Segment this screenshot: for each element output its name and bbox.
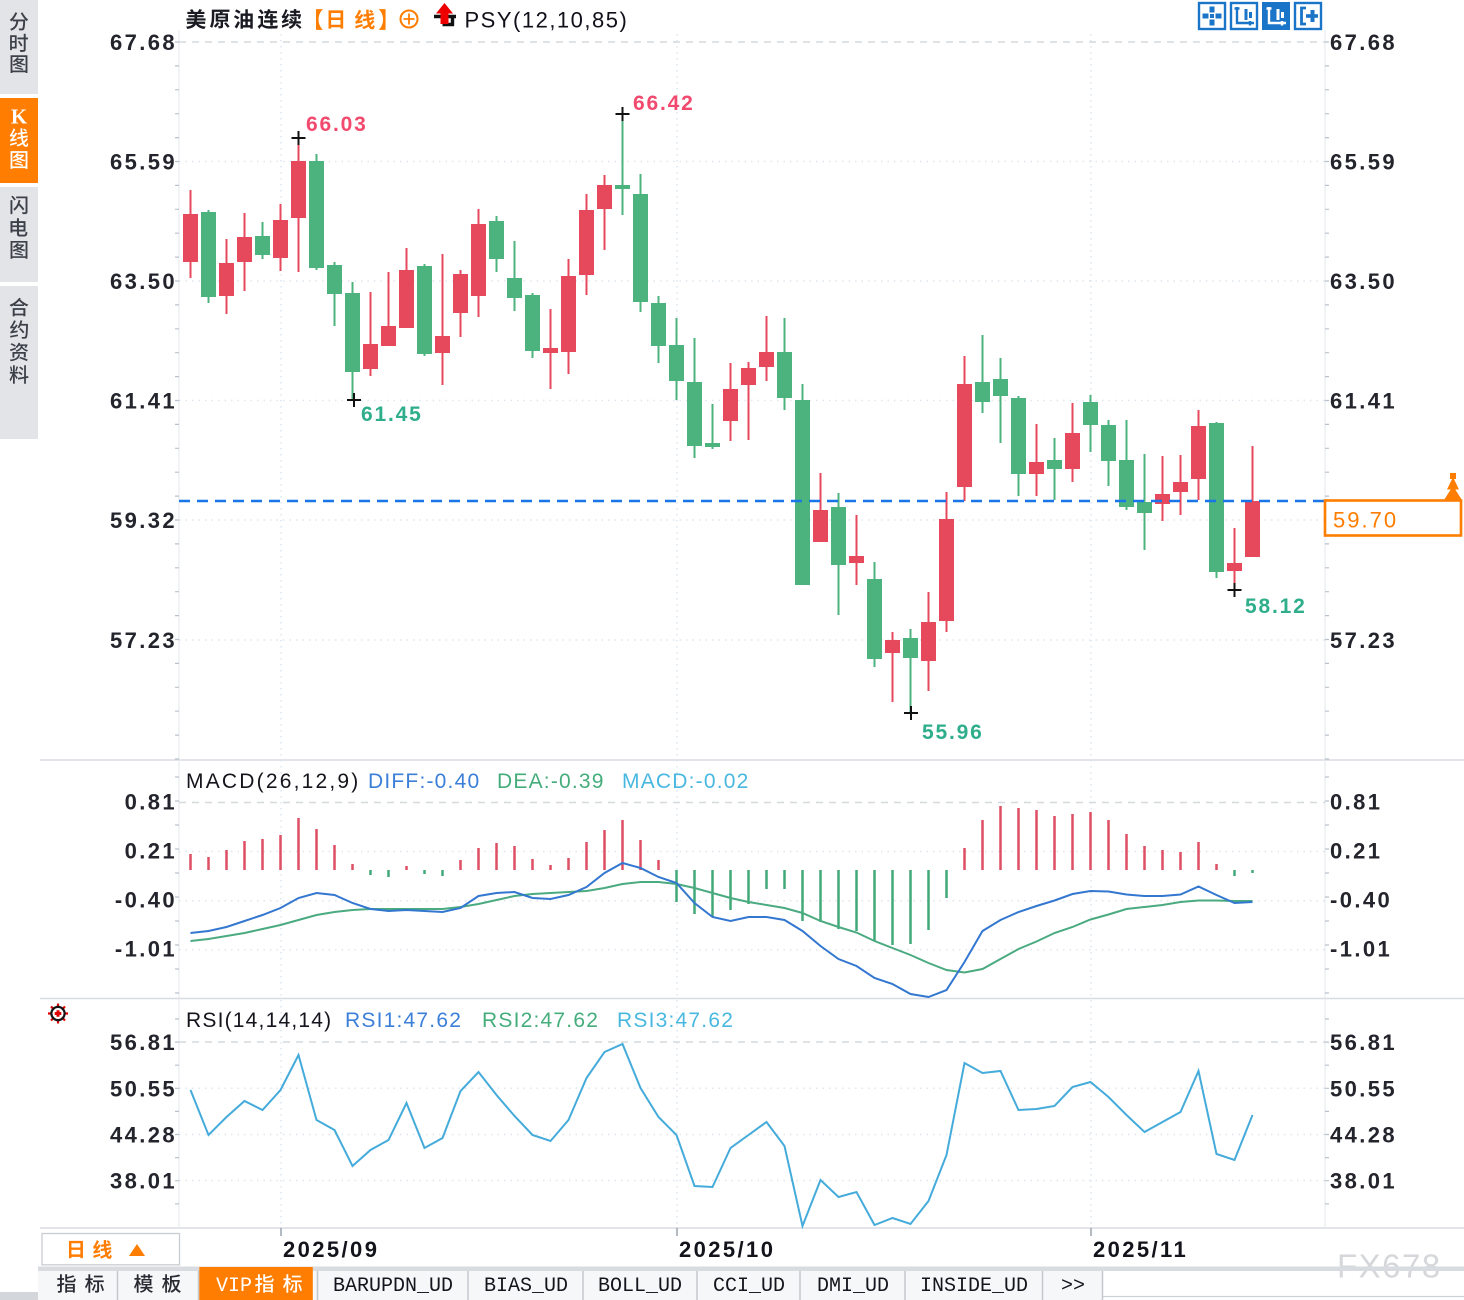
svg-text:61.45: 61.45: [361, 403, 423, 426]
svg-text:-1.01: -1.01: [1330, 937, 1392, 962]
svg-text:-0.40: -0.40: [1330, 888, 1392, 913]
svg-text:56.81: 56.81: [110, 1030, 177, 1055]
svg-text:RSI2:47.62: RSI2:47.62: [482, 1009, 599, 1032]
svg-text:56.81: 56.81: [1330, 1030, 1397, 1055]
svg-text:44.28: 44.28: [1330, 1123, 1397, 1148]
svg-text:DMI_UD: DMI_UD: [817, 1275, 889, 1298]
svg-text:RSI3:47.62: RSI3:47.62: [617, 1009, 734, 1032]
svg-text:38.01: 38.01: [1330, 1169, 1397, 1194]
svg-text:MACD:-0.02: MACD:-0.02: [622, 770, 750, 793]
svg-text:INSIDE_UD: INSIDE_UD: [920, 1275, 1028, 1298]
svg-text:38.01: 38.01: [110, 1169, 177, 1194]
svg-text:44.28: 44.28: [110, 1123, 177, 1148]
svg-text:67.68: 67.68: [1330, 30, 1397, 55]
svg-text:57.23: 57.23: [1330, 628, 1397, 653]
svg-text:58.12: 58.12: [1245, 595, 1307, 618]
svg-text:BIAS_UD: BIAS_UD: [484, 1275, 568, 1298]
svg-text:FX678: FX678: [1337, 1248, 1442, 1285]
svg-text:BOLL_UD: BOLL_UD: [598, 1275, 682, 1298]
svg-text:BARUPDN_UD: BARUPDN_UD: [333, 1275, 453, 1298]
svg-text:55.96: 55.96: [922, 721, 984, 744]
svg-text:67.68: 67.68: [110, 30, 177, 55]
svg-text:2025/10: 2025/10: [679, 1237, 775, 1262]
svg-text:59.70: 59.70: [1333, 508, 1398, 533]
svg-text:65.59: 65.59: [110, 150, 177, 175]
svg-text:0.81: 0.81: [1330, 790, 1382, 815]
svg-text:0.21: 0.21: [1330, 839, 1382, 864]
svg-text:>>: >>: [1061, 1275, 1085, 1298]
svg-text:63.50: 63.50: [110, 269, 177, 294]
svg-text:66.03: 66.03: [306, 113, 368, 136]
svg-text:63.50: 63.50: [1330, 269, 1397, 294]
svg-text:61.41: 61.41: [110, 389, 177, 414]
svg-text:-0.40: -0.40: [115, 888, 177, 913]
svg-text:-1.01: -1.01: [115, 937, 177, 962]
svg-text:57.23: 57.23: [110, 628, 177, 653]
svg-text:DIFF:-0.40: DIFF:-0.40: [368, 770, 480, 793]
svg-text:2025/09: 2025/09: [283, 1237, 379, 1262]
svg-text:0.21: 0.21: [125, 839, 177, 864]
svg-text:2025/11: 2025/11: [1093, 1237, 1188, 1262]
svg-text:61.41: 61.41: [1330, 389, 1397, 414]
svg-text:PSY(12,10,85): PSY(12,10,85): [465, 8, 629, 33]
svg-text:MACD(26,12,9): MACD(26,12,9): [186, 770, 360, 793]
svg-text:CCI_UD: CCI_UD: [713, 1275, 785, 1298]
svg-text:65.59: 65.59: [1330, 150, 1397, 175]
svg-text:DEA:-0.39: DEA:-0.39: [497, 770, 605, 793]
svg-text:RSI(14,14,14): RSI(14,14,14): [186, 1009, 332, 1032]
svg-text:59.32: 59.32: [110, 508, 177, 533]
svg-text:VIP: VIP: [216, 1275, 252, 1298]
svg-text:0.81: 0.81: [125, 790, 177, 815]
svg-text:50.55: 50.55: [1330, 1076, 1397, 1101]
svg-text:K: K: [11, 105, 28, 129]
svg-text:RSI1:47.62: RSI1:47.62: [345, 1009, 462, 1032]
svg-text:50.55: 50.55: [110, 1076, 177, 1101]
svg-text:66.42: 66.42: [633, 92, 695, 115]
